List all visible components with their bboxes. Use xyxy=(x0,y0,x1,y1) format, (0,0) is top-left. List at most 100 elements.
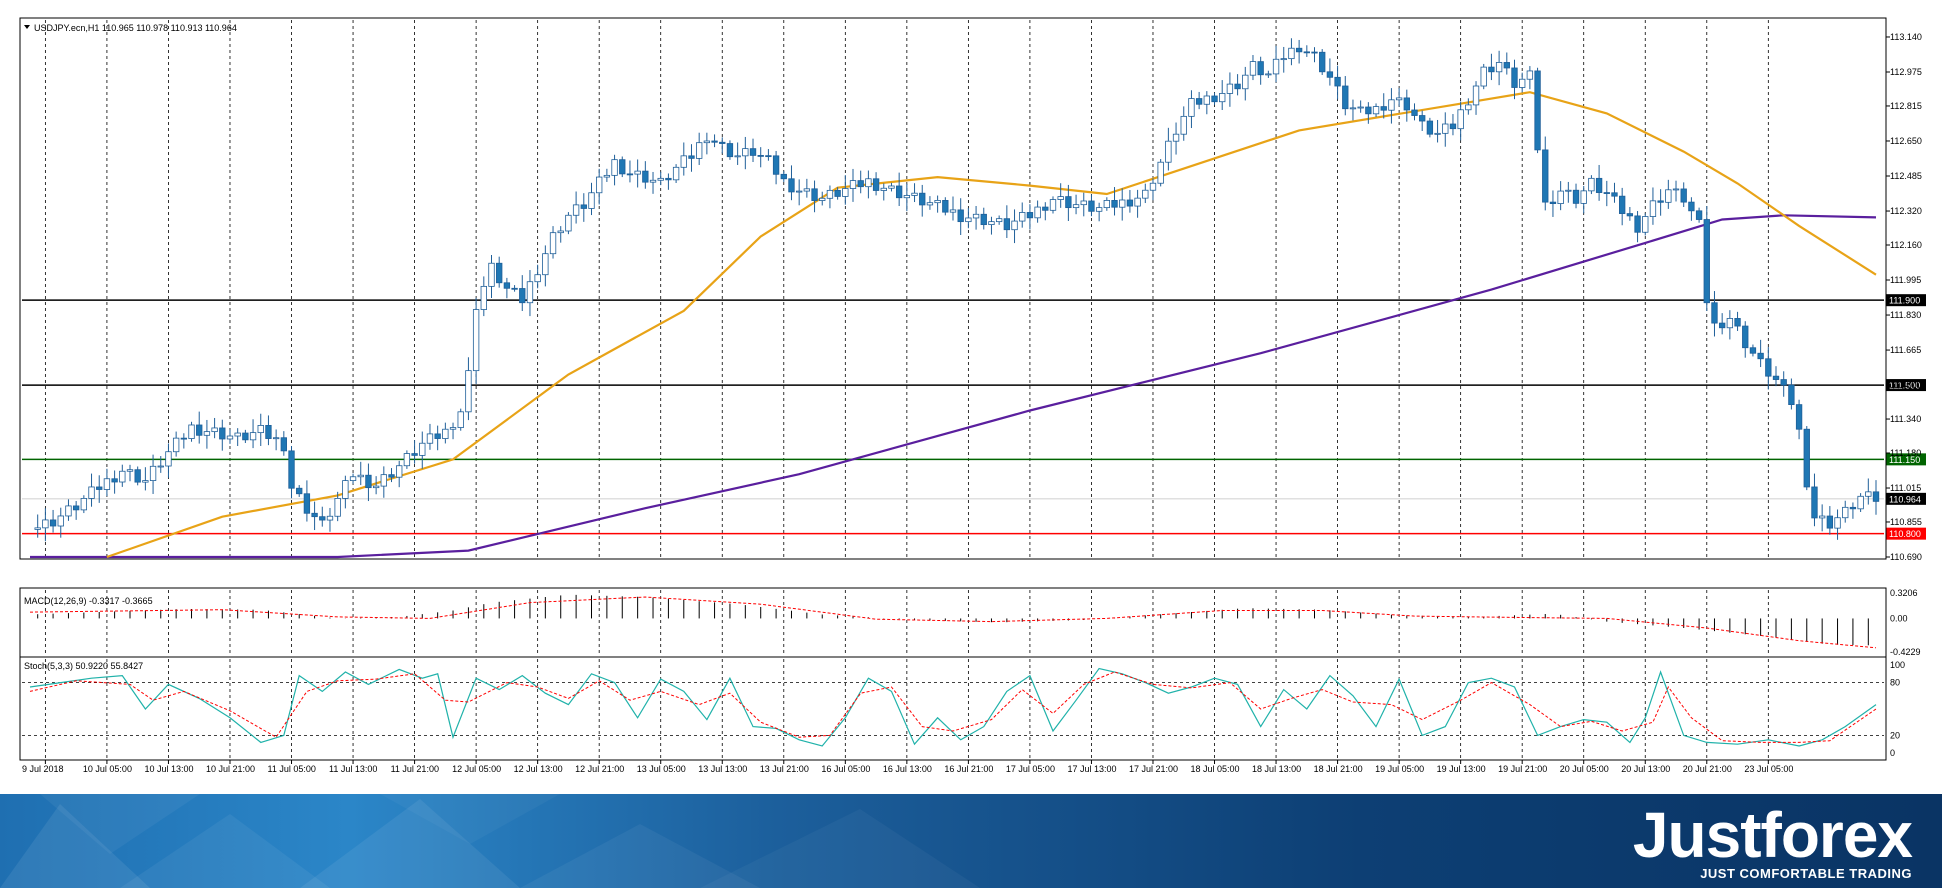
price-tick-label: 111.340 xyxy=(1890,414,1921,424)
candle-body xyxy=(788,178,795,193)
candle-body xyxy=(1272,58,1280,75)
candle-body xyxy=(1288,47,1295,60)
candle-body xyxy=(557,230,564,234)
candle-body xyxy=(1365,106,1372,115)
candle-body xyxy=(1857,495,1864,510)
stoch-main-line xyxy=(29,667,1877,747)
candle-body xyxy=(1388,99,1395,111)
candle-body xyxy=(1572,189,1580,204)
candle-body xyxy=(1488,66,1495,73)
candle-body xyxy=(1134,197,1141,207)
candle-body xyxy=(626,173,634,176)
moving-average-slow xyxy=(30,214,1877,559)
candle-body xyxy=(1349,107,1357,110)
candle-body xyxy=(196,424,203,436)
candle-body xyxy=(388,474,395,478)
candle-body xyxy=(126,469,134,472)
price-chart[interactable]: 111.900 111.500 111.150 110.800 110.964 113.… xyxy=(0,0,1942,794)
brand-tagline: JUST COMFORTABLE TRADING xyxy=(1700,866,1912,881)
candle-body xyxy=(611,159,618,176)
candle-body xyxy=(1303,51,1310,54)
time-tick-label: 13 Jul 05:00 xyxy=(637,764,686,774)
level-label: 110.800 xyxy=(1889,529,1921,539)
candle-body xyxy=(1011,220,1018,231)
candle-body xyxy=(1195,98,1203,105)
time-tick-label: 19 Jul 21:00 xyxy=(1498,764,1547,774)
candle-body xyxy=(619,159,626,175)
candle-body xyxy=(311,512,318,518)
candle-body xyxy=(957,209,964,223)
brand-banner: Justforex JUST COMFORTABLE TRADING xyxy=(0,794,1942,888)
time-tick-label: 13 Jul 21:00 xyxy=(760,764,809,774)
level-tag xyxy=(1886,294,1926,307)
time-tick-label: 23 Jul 05:00 xyxy=(1744,764,1793,774)
macd-tick-label: 0.00 xyxy=(1890,613,1908,623)
candle-body xyxy=(765,155,772,158)
candle-body xyxy=(1688,201,1695,212)
horizontal-levels[interactable]: 111.900 111.500 111.150 110.800 110.964 xyxy=(22,294,1926,540)
level-label: 111.150 xyxy=(1889,455,1920,465)
candle-body xyxy=(803,188,811,192)
candle-body xyxy=(1665,189,1672,203)
candle-body xyxy=(1680,188,1687,203)
candle-body xyxy=(180,437,188,440)
candle-body xyxy=(442,428,449,439)
dropdown-triangle-icon[interactable] xyxy=(24,25,30,29)
panel-frames xyxy=(19,17,1887,761)
candle-body xyxy=(1549,201,1557,204)
candle-body xyxy=(680,155,687,168)
level-tag xyxy=(1886,527,1926,540)
price-tick-label: 110.855 xyxy=(1890,517,1922,527)
time-tick-label: 16 Jul 21:00 xyxy=(944,764,993,774)
candle-body xyxy=(734,155,741,158)
time-tick-label: 12 Jul 13:00 xyxy=(514,764,563,774)
panel-frame xyxy=(19,656,1887,761)
candle-body xyxy=(1526,70,1534,80)
candle-body xyxy=(349,476,357,481)
candle-body xyxy=(1872,491,1880,502)
candle-body xyxy=(1426,120,1434,135)
time-tick-label: 17 Jul 21:00 xyxy=(1129,764,1178,774)
candle-body xyxy=(649,179,657,183)
candle-body xyxy=(711,140,718,143)
candle-body xyxy=(672,166,680,181)
candle-body xyxy=(1634,215,1641,233)
candle-body xyxy=(1211,95,1218,103)
candle-body xyxy=(172,437,180,453)
candle-body xyxy=(65,505,72,517)
time-tick-label: 20 Jul 21:00 xyxy=(1683,764,1732,774)
candle-body xyxy=(157,465,164,468)
candle-body xyxy=(1311,51,1318,54)
candle-body xyxy=(334,498,341,517)
candle-body xyxy=(1357,106,1364,109)
candle-body xyxy=(1095,207,1103,212)
candle-body xyxy=(1818,515,1826,519)
candle-body xyxy=(88,486,95,499)
candle-body xyxy=(34,527,41,530)
candle-body xyxy=(1734,318,1741,327)
candle-body xyxy=(1711,302,1718,324)
candle-body xyxy=(588,192,595,209)
candle-body xyxy=(995,218,1003,223)
candle-body xyxy=(365,474,372,489)
time-tick-label: 18 Jul 05:00 xyxy=(1191,764,1240,774)
time-tick-label: 11 Jul 05:00 xyxy=(268,764,316,774)
candle-body xyxy=(1026,212,1034,219)
level-label: 111.900 xyxy=(1889,296,1920,306)
time-tick-label: 11 Jul 13:00 xyxy=(329,764,377,774)
candle-body xyxy=(211,427,218,433)
candle-body xyxy=(380,474,387,487)
candle-body xyxy=(1180,115,1187,135)
candle-body xyxy=(888,185,895,189)
candle-body xyxy=(1542,149,1549,203)
price-tick-label: 112.815 xyxy=(1890,101,1922,111)
candle-body xyxy=(1111,200,1118,208)
time-tick-label: 19 Jul 05:00 xyxy=(1375,764,1424,774)
time-tick-label: 10 Jul 13:00 xyxy=(144,764,193,774)
candle-body xyxy=(434,433,441,439)
candle-body xyxy=(749,148,757,156)
candle-body xyxy=(819,197,826,201)
candle-body xyxy=(1742,325,1749,349)
candle-body xyxy=(426,433,434,444)
candle-body xyxy=(1242,74,1249,90)
